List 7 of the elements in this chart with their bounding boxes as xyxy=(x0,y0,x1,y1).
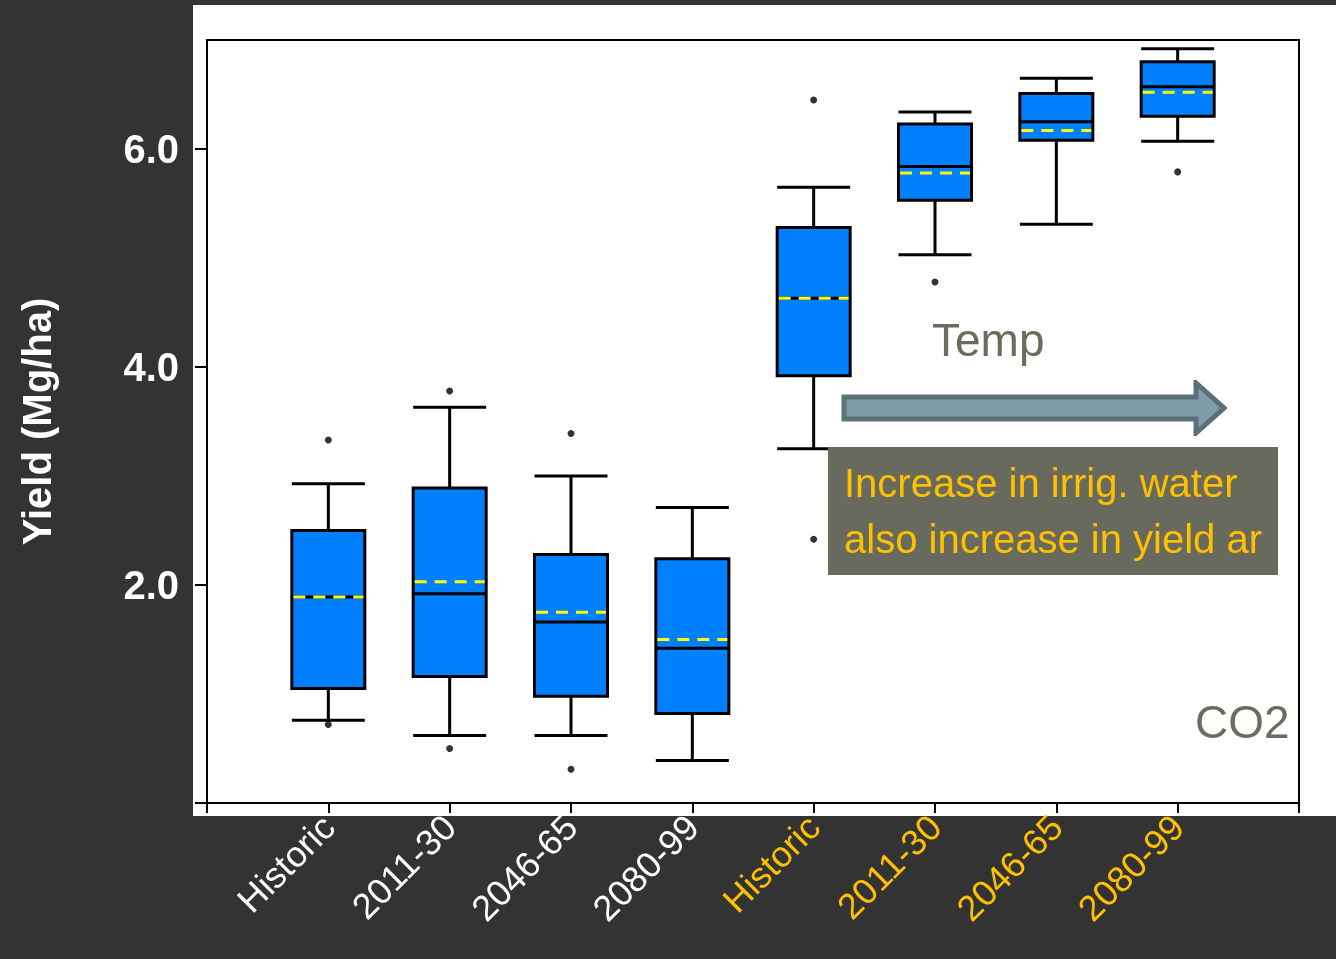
y-axis-title: Yield (Mg/ha) xyxy=(15,297,59,546)
y-tick-label: 4.0 xyxy=(123,345,179,389)
annotation: Temp xyxy=(932,314,1045,367)
y-tick-label: 6.0 xyxy=(123,127,179,171)
annotation: CO2 xyxy=(1195,696,1290,749)
annotation: Increase in irrig. water also increase in yield ar xyxy=(844,461,1262,561)
y-tick-label: 2.0 xyxy=(123,563,179,607)
